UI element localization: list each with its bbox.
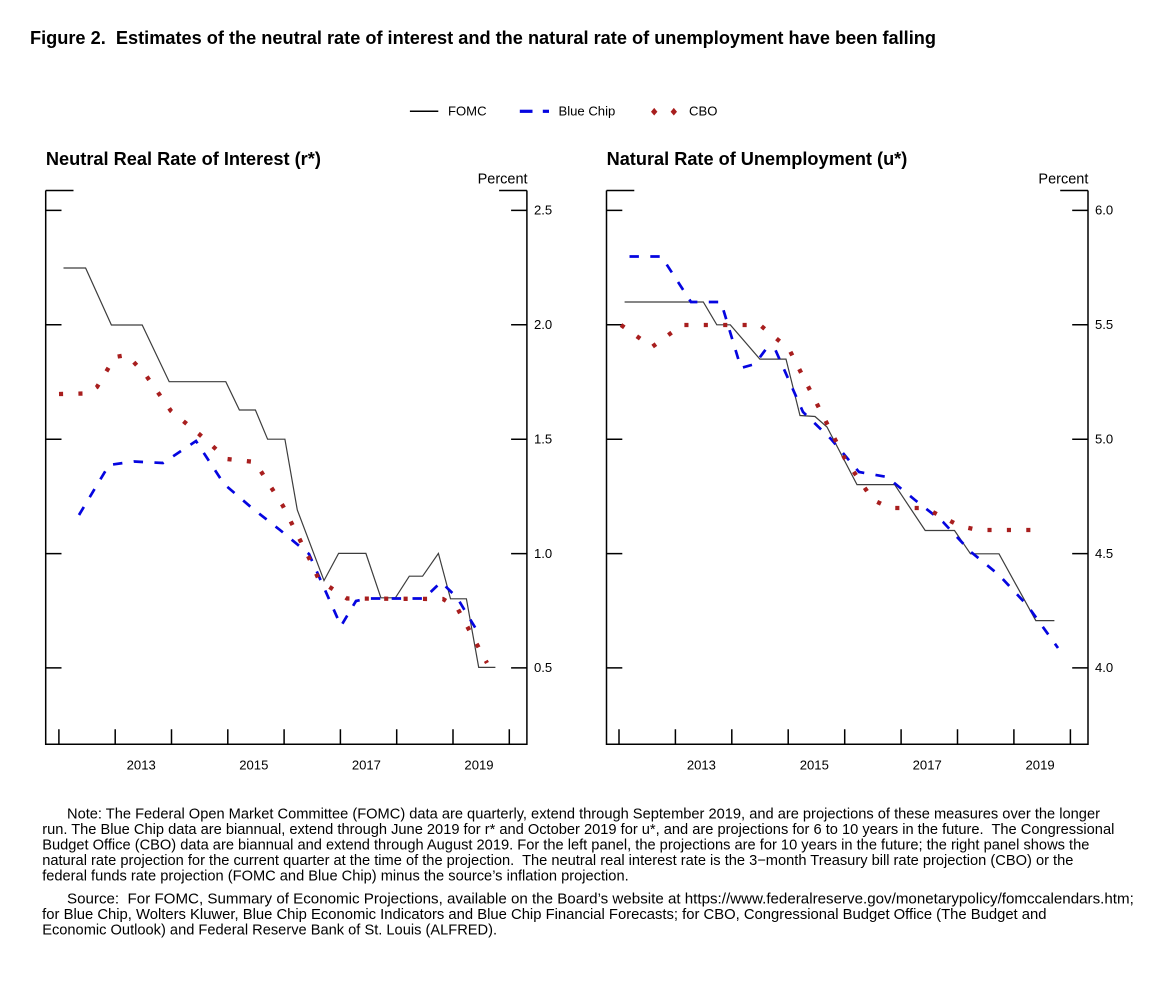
svg-text:Note: The Federal Open Market: Note: The Federal Open Market Committee … — [67, 806, 1100, 822]
svg-text:2015: 2015 — [239, 757, 268, 772]
svg-text:natural rate projection for th: natural rate projection for the current … — [42, 853, 1073, 869]
svg-text:2013: 2013 — [687, 757, 716, 772]
svg-text:4.0: 4.0 — [1095, 660, 1113, 675]
svg-text:FOMC: FOMC — [448, 104, 487, 119]
svg-text:Neutral Real Rate of Interest: Neutral Real Rate of Interest (r*) — [46, 149, 321, 169]
svg-text:Economic Outlook) and Federal: Economic Outlook) and Federal Reserve Ba… — [42, 922, 497, 938]
svg-text:2017: 2017 — [352, 757, 381, 772]
svg-text:Percent: Percent — [1038, 171, 1088, 187]
svg-text:5.5: 5.5 — [1095, 317, 1113, 332]
svg-text:Percent: Percent — [478, 171, 528, 187]
svg-text:Budget Office (CBO) data are b: Budget Office (CBO) data are biannual an… — [42, 837, 1089, 853]
svg-text:federal funds rate projection: federal funds rate projection (FOMC and … — [42, 868, 628, 884]
svg-text:CBO: CBO — [689, 104, 717, 119]
svg-text:1.0: 1.0 — [534, 546, 552, 561]
svg-text:for Blue Chip, Wolters Kluwer,: for Blue Chip, Wolters Kluwer, Blue Chip… — [42, 907, 1046, 923]
svg-text:2.5: 2.5 — [534, 203, 552, 218]
svg-text:2013: 2013 — [127, 757, 156, 772]
svg-text:2015: 2015 — [800, 757, 829, 772]
svg-text:1.5: 1.5 — [534, 431, 552, 446]
svg-text:Source: For FOMC, Summary of: Source: For FOMC, Summary of Economic Pr… — [67, 892, 1134, 908]
svg-text:Blue Chip: Blue Chip — [559, 104, 616, 119]
svg-text:0.5: 0.5 — [534, 660, 552, 675]
svg-text:5.0: 5.0 — [1095, 431, 1113, 446]
svg-text:6.0: 6.0 — [1095, 203, 1113, 218]
svg-text:Natural Rate of Unemployment (: Natural Rate of Unemployment (u*) — [607, 149, 908, 169]
svg-text:2019: 2019 — [464, 757, 493, 772]
svg-text:Figure 2. Estimates of the ne: Figure 2. Estimates of the neutral rate … — [30, 28, 936, 48]
svg-text:2017: 2017 — [913, 757, 942, 772]
svg-text:2019: 2019 — [1026, 757, 1055, 772]
svg-text:run. The Blue Chip data are bi: run. The Blue Chip data are biannual, ex… — [42, 822, 1114, 838]
svg-text:4.5: 4.5 — [1095, 546, 1113, 561]
svg-text:2.0: 2.0 — [534, 317, 552, 332]
